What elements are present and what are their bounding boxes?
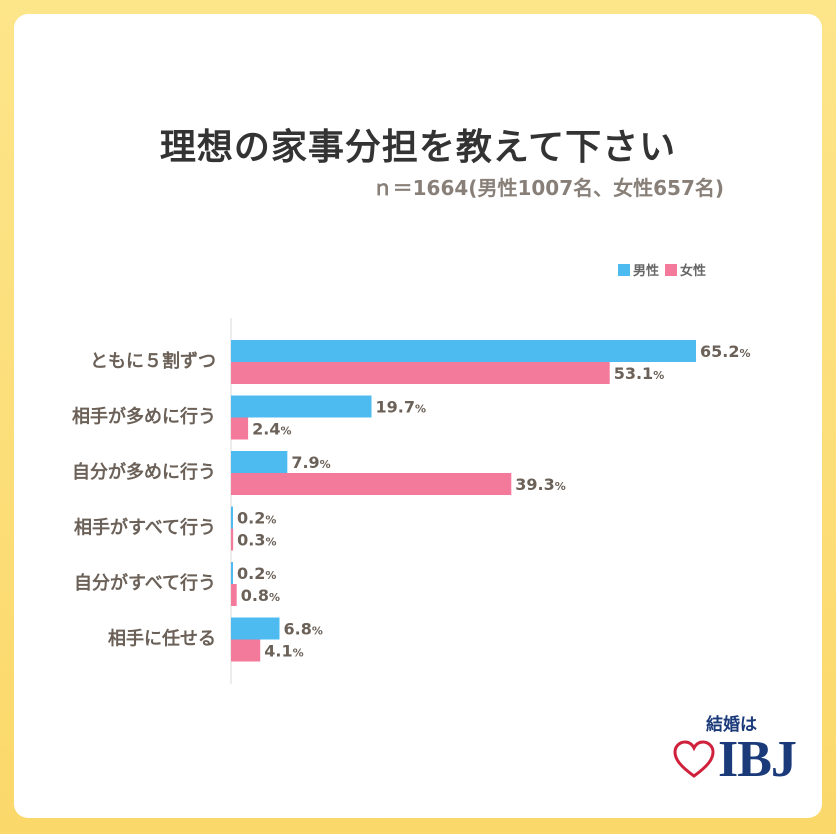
bar-male: [231, 395, 372, 418]
legend-item-female: 女性: [665, 260, 706, 279]
data-label-female: 4.1%: [264, 642, 303, 661]
category-label: 相手がすべて行う: [74, 517, 216, 539]
category-label: ともに５割ずつ: [90, 350, 216, 372]
bars-group: ともに５割ずつ 65.2% 53.1% 相手が多めに行う 19.7% 2.4% 自分が多めに…: [72, 340, 751, 662]
bar-male: [231, 451, 288, 473]
data-label-male: 19.7%: [375, 398, 426, 417]
data-label-male: 7.9%: [291, 453, 330, 472]
data-label-male: 0.2%: [237, 564, 276, 583]
ibj-logo: 結婚は IBJ: [672, 706, 802, 796]
bar-female: [231, 639, 261, 662]
data-label-male: 0.2%: [237, 509, 276, 528]
bar-female: [231, 473, 512, 495]
chart-subtitle: ｎ＝1664(男性1007名、女性657名): [372, 176, 724, 200]
bar-male: [231, 617, 280, 640]
legend-label-male: 男性: [633, 264, 660, 279]
data-label-female: 0.3%: [237, 531, 276, 550]
bar-female: [231, 362, 610, 384]
logo-brand: IBJ: [718, 731, 797, 788]
bar-male: [231, 340, 696, 362]
category-label: 相手に任せる: [108, 628, 216, 650]
data-label-female: 39.3%: [515, 475, 566, 494]
logo-tagline: 結婚は: [706, 715, 757, 735]
data-label-female: 2.4%: [252, 420, 291, 439]
data-label-female: 53.1%: [614, 364, 665, 383]
category-label: 相手が多めに行う: [72, 406, 216, 428]
heart-icon: [673, 740, 715, 778]
legend-swatch-female: [665, 263, 678, 276]
bar-female: [231, 528, 234, 551]
bar-female: [231, 417, 249, 440]
data-label-male: 65.2%: [700, 342, 751, 361]
legend-swatch-male: [618, 263, 630, 276]
bar-male: [231, 562, 233, 584]
legend-label-female: 女性: [680, 264, 707, 279]
legend-item-male: 男性: [618, 260, 659, 279]
bar-female: [231, 584, 237, 606]
card-background: [14, 14, 822, 818]
category-label: 自分がすべて行う: [74, 572, 216, 594]
legend: 男性 女性: [618, 260, 712, 279]
data-label-female: 0.8%: [241, 586, 280, 605]
bar-male: [231, 506, 233, 529]
data-label-male: 6.8%: [283, 620, 322, 639]
chart-title: 理想の家事分担を教えて下さい: [159, 127, 677, 168]
category-label: 自分が多めに行う: [72, 461, 216, 483]
